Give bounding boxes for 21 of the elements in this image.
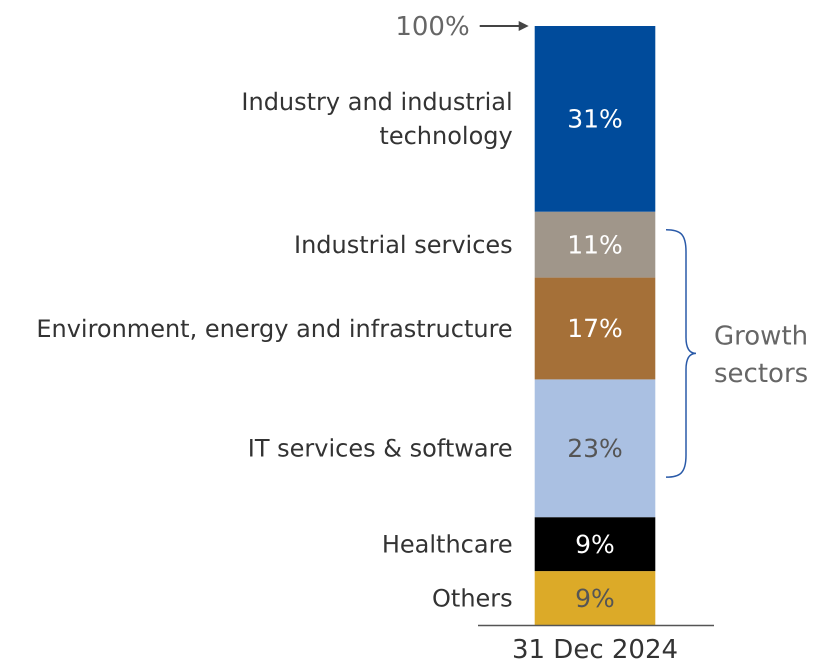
bar	[534, 517, 656, 572]
text: 100%	[395, 12, 470, 42]
series-label: Others	[432, 584, 513, 612]
bar	[534, 379, 656, 518]
data-label: 31%	[567, 104, 623, 134]
x-tick-label: 31 Dec 2024	[512, 635, 678, 665]
series-label: Industrial services	[294, 231, 513, 260]
series-label: IT services & software	[248, 434, 513, 463]
bar	[534, 212, 656, 278]
data-label: 9%	[575, 584, 615, 613]
series-label: Healthcare	[382, 530, 513, 559]
data-label: 9%	[575, 530, 615, 559]
data-label: 11%	[567, 230, 623, 260]
bar	[534, 571, 656, 625]
bar	[534, 278, 656, 380]
series-label: Industry and industrial technology	[241, 88, 513, 150]
series-label: Environment, energy and infrastructure	[36, 314, 513, 343]
data-label: 23%	[567, 434, 623, 464]
text: Growth sectors	[714, 322, 808, 390]
bar	[534, 26, 656, 212]
data-label: 17%	[567, 314, 623, 344]
